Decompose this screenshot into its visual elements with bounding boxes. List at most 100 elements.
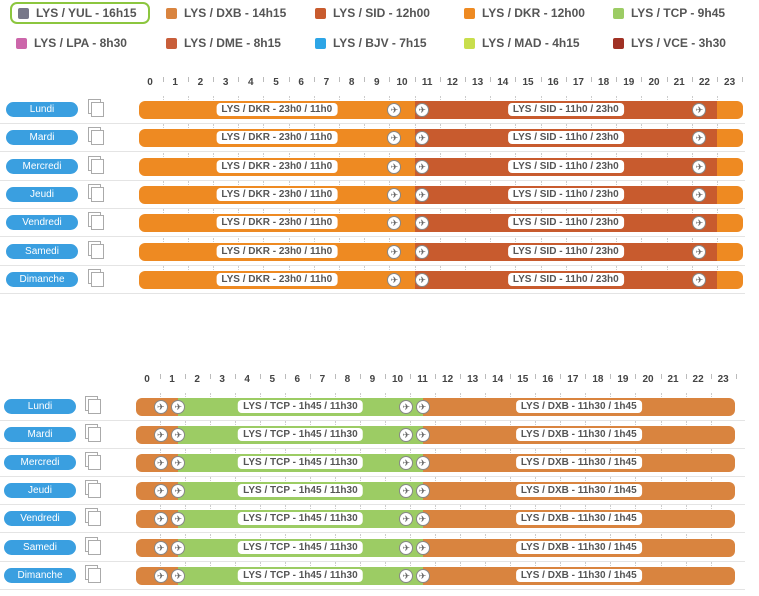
plane-icon: ✈ [153, 428, 168, 443]
day-button[interactable]: Vendredi [4, 511, 76, 527]
flight-segment[interactable]: LYS / SID - 11h0 / 23h0 [414, 214, 717, 233]
copy-day-icon[interactable] [85, 564, 101, 583]
flight-segment[interactable]: LYS / DXB - 11h30 / 1h45 [422, 538, 735, 557]
flight-segment[interactable]: LYS / TCP - 1h45 / 11h30 [178, 454, 423, 473]
legend-label: LYS / DXB - 14h15 [184, 6, 287, 20]
day-button[interactable]: Lundi [4, 399, 76, 414]
copy-day-icon[interactable] [85, 424, 101, 443]
hour-label: 20 [648, 77, 660, 88]
copy-day-icon[interactable] [88, 212, 104, 231]
day-button[interactable]: Samedi [4, 539, 76, 555]
flight-segment[interactable]: LYS / TCP - 1h45 / 11h30 [178, 538, 423, 557]
plane-icon: ✈ [415, 484, 430, 499]
flight-segment[interactable]: LYS / TCP - 1h45 / 11h30 [178, 482, 423, 501]
legend-item[interactable]: LYS / BJV - 7h15 [309, 32, 449, 54]
hour-tick [460, 374, 462, 379]
day-button[interactable]: Vendredi [6, 215, 78, 231]
copy-day-icon[interactable] [88, 240, 104, 259]
legend-item[interactable]: LYS / VCE - 3h30 [607, 32, 747, 54]
flight-segment[interactable]: LYS / SID - 11h0 / 23h0 [414, 101, 717, 119]
flight-segment[interactable]: LYS / DKR - 23h0 / 11h0 [139, 242, 415, 261]
copy-day-icon[interactable] [88, 268, 104, 287]
legend-item[interactable]: LYS / LPA - 8h30 [10, 32, 150, 54]
legend-swatch [166, 37, 177, 49]
day-button[interactable]: Dimanche [4, 567, 76, 583]
copy-day-icon[interactable] [85, 536, 101, 555]
flight-segment[interactable] [717, 270, 743, 289]
day-button[interactable]: Mercredi [6, 158, 78, 174]
hour-label: 10 [391, 374, 404, 385]
day-button[interactable]: Mercredi [4, 455, 76, 471]
flight-segment[interactable] [717, 157, 743, 176]
flight-segment[interactable]: LYS / DXB - 11h30 / 1h45 [422, 454, 735, 473]
plane-icon: ✈ [387, 131, 402, 146]
hour-tick [334, 374, 336, 379]
hour-tick [685, 374, 687, 379]
legend-item[interactable]: LYS / MAD - 4h15 [458, 32, 598, 54]
flight-segment[interactable]: LYS / SID - 11h0 / 23h0 [414, 185, 717, 204]
copy-day-icon[interactable] [85, 396, 101, 414]
legend-item[interactable]: LYS / DKR - 12h00 [458, 2, 598, 24]
flight-segment[interactable] [717, 185, 743, 204]
legend-item[interactable]: LYS / SID - 12h00 [309, 2, 449, 24]
flight-segment[interactable] [717, 129, 743, 148]
flight-segment[interactable]: LYS / SID - 11h0 / 23h0 [414, 129, 717, 148]
legend-item[interactable]: LYS / YUL - 16h15 [10, 2, 150, 24]
flight-segment[interactable] [717, 101, 743, 119]
flight-segment[interactable]: LYS / DKR - 23h0 / 11h0 [139, 157, 415, 176]
schedule-row: Dimanche LYS / DKR - 23h0 / 11h0 LYS / SID… [0, 265, 745, 294]
copy-day-icon[interactable] [88, 155, 104, 174]
flight-segment[interactable]: LYS / TCP - 1h45 / 11h30 [178, 426, 423, 445]
flight-segment[interactable]: LYS / SID - 11h0 / 23h0 [414, 270, 717, 289]
flight-segment-label: LYS / DKR - 23h0 / 11h0 [216, 131, 338, 145]
legend-item[interactable]: LYS / DXB - 14h15 [160, 2, 300, 24]
flight-segment[interactable]: LYS / TCP - 1h45 / 11h30 [178, 566, 423, 585]
flight-segment[interactable] [717, 242, 743, 261]
day-button[interactable]: Samedi [6, 243, 78, 259]
flight-segment[interactable]: LYS / DKR - 23h0 / 11h0 [139, 185, 415, 204]
hour-label: 17 [572, 77, 584, 88]
day-button[interactable]: Mardi [6, 130, 78, 146]
day-button[interactable]: Mardi [4, 427, 76, 443]
flight-segment[interactable]: LYS / SID - 11h0 / 23h0 [414, 157, 717, 176]
day-button[interactable]: Dimanche [6, 271, 78, 287]
copy-day-icon[interactable] [85, 452, 101, 471]
plane-icon: ✈ [415, 272, 430, 287]
copy-day-icon[interactable] [88, 127, 104, 146]
copy-day-icon[interactable] [88, 183, 104, 202]
flight-segment[interactable]: LYS / SID - 11h0 / 23h0 [414, 242, 717, 261]
flight-segment-label: LYS / SID - 11h0 / 23h0 [507, 244, 624, 258]
hour-tick [364, 77, 366, 82]
flight-segment[interactable]: LYS / DXB - 11h30 / 1h45 [422, 398, 735, 416]
flight-segment[interactable]: LYS / DXB - 11h30 / 1h45 [422, 426, 735, 445]
copy-day-icon[interactable] [88, 99, 104, 117]
hour-tick [288, 77, 290, 82]
flight-segment[interactable] [717, 214, 743, 233]
flight-segment[interactable]: LYS / DKR - 23h0 / 11h0 [139, 270, 415, 289]
flight-segment[interactable]: LYS / DKR - 23h0 / 11h0 [139, 214, 415, 233]
day-button[interactable]: Jeudi [4, 483, 76, 499]
day-button[interactable]: Jeudi [6, 186, 78, 202]
schedule-row: Mercredi LYS / DKR - 23h0 / 11h0 LYS / SID… [0, 152, 745, 181]
flight-segment[interactable]: LYS / DKR - 23h0 / 11h0 [139, 129, 415, 148]
legend-item[interactable]: LYS / DME - 8h15 [160, 32, 300, 54]
hour-label: 6 [294, 374, 301, 385]
flight-segment-label: LYS / DKR - 23h0 / 11h0 [216, 159, 338, 173]
plane-icon: ✈ [399, 568, 414, 583]
day-button[interactable]: Lundi [6, 102, 78, 117]
hour-label: 8 [344, 374, 351, 385]
flight-segment[interactable]: LYS / DXB - 11h30 / 1h45 [422, 510, 735, 529]
flight-segment[interactable]: LYS / DXB - 11h30 / 1h45 [422, 482, 735, 501]
copy-day-icon[interactable] [85, 480, 101, 499]
legend-item[interactable]: LYS / TCP - 9h45 [607, 2, 747, 24]
hour-label: 5 [273, 77, 279, 88]
flight-segment[interactable]: LYS / DXB - 11h30 / 1h45 [422, 566, 735, 585]
hour-label: 16 [542, 374, 554, 385]
flight-segment[interactable]: LYS / TCP - 1h45 / 11h30 [178, 398, 423, 416]
legend-label: LYS / MAD - 4h15 [482, 36, 580, 50]
flight-segment[interactable]: LYS / DKR - 23h0 / 11h0 [139, 101, 415, 119]
plane-icon: ✈ [171, 428, 186, 443]
flight-segment[interactable]: LYS / TCP - 1h45 / 11h30 [178, 510, 423, 529]
copy-day-icon[interactable] [85, 508, 101, 527]
plane-icon: ✈ [692, 159, 707, 174]
